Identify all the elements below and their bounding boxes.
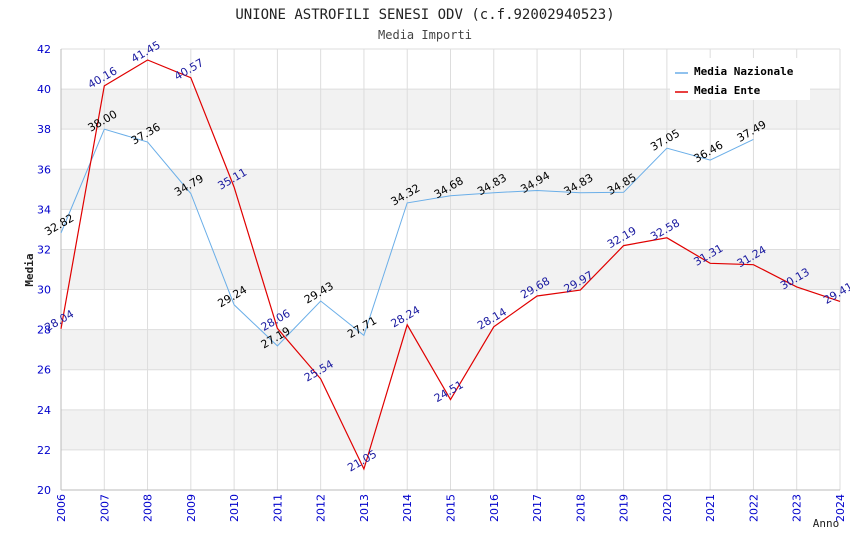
data-label-media-ente: 40.16 <box>86 64 120 91</box>
data-label-media-ente: 21.05 <box>345 447 379 474</box>
y-tick-label: 42 <box>37 43 51 56</box>
y-tick-label: 30 <box>37 284 51 297</box>
x-tick-label: 2023 <box>791 494 804 522</box>
series-line-media-nazionale <box>60 128 754 347</box>
x-tick-label: 2009 <box>185 494 198 522</box>
data-label-media-ente: 28.14 <box>475 305 509 332</box>
data-label-media-nazionale: 36.46 <box>692 139 726 166</box>
y-tick-label: 22 <box>37 444 51 457</box>
x-tick-label: 2011 <box>271 494 284 522</box>
data-label-media-ente: 24.51 <box>432 378 466 405</box>
x-tick-label: 2024 <box>834 494 847 522</box>
x-tick-label: 2016 <box>488 494 501 522</box>
data-label-media-ente: 32.58 <box>648 216 682 243</box>
y-tick-label: 26 <box>37 364 51 377</box>
y-tick-label: 34 <box>37 203 51 216</box>
x-tick-label: 2018 <box>574 494 587 522</box>
x-tick-label: 2017 <box>531 494 544 522</box>
x-tick-label: 2021 <box>704 494 717 522</box>
legend-label-media-nazionale: Media Nazionale <box>694 65 794 78</box>
series-line-media-ente <box>60 59 841 471</box>
x-tick-label: 2012 <box>315 494 328 522</box>
chart-title: UNIONE ASTROFILI SENESI ODV (c.f.9200294… <box>235 7 614 23</box>
x-tick-label: 2010 <box>228 494 241 522</box>
y-tick-label: 28 <box>37 324 51 337</box>
y-tick-label: 20 <box>37 484 51 497</box>
x-tick-label: 2008 <box>142 494 155 522</box>
y-tick-label: 38 <box>37 123 51 136</box>
chart-subtitle: Media Importi <box>378 28 472 42</box>
x-tick-label: 2019 <box>618 494 631 522</box>
x-tick-label: 2014 <box>401 494 414 522</box>
x-tick-label: 2006 <box>55 494 68 522</box>
legend: Media Nazionale Media Ente <box>670 58 810 100</box>
y-tick-label: 24 <box>37 404 51 417</box>
legend-label-media-ente: Media Ente <box>694 84 761 97</box>
y-axis-label: Media <box>23 253 36 286</box>
legend-box <box>670 58 810 100</box>
x-axis-label: Anno <box>813 517 840 530</box>
y-tick-label: 36 <box>37 163 51 176</box>
x-tick-label: 2015 <box>445 494 458 522</box>
data-label-media-ente: 28.24 <box>389 303 423 330</box>
x-tick-label: 2013 <box>358 494 371 522</box>
x-tick-label: 2020 <box>661 494 674 522</box>
y-tick-label: 40 <box>37 83 51 96</box>
y-tick-label: 32 <box>37 243 51 256</box>
x-tick-label: 2022 <box>747 494 760 522</box>
data-label-media-ente: 40.57 <box>172 56 206 83</box>
x-tick-label: 2007 <box>98 494 111 522</box>
